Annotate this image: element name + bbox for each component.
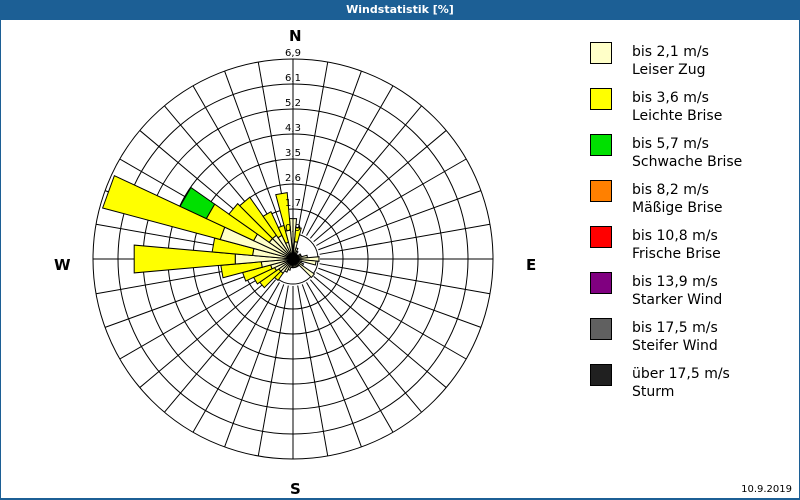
legend-label: Schwache Brise	[632, 154, 743, 170]
legend-range: bis 10,8 m/s	[632, 228, 718, 244]
wind-petal-segment	[238, 196, 278, 240]
legend-range: bis 13,9 m/s	[632, 274, 718, 290]
legend-range: bis 5,7 m/s	[632, 136, 709, 152]
legend-range: über 17,5 m/s	[632, 366, 730, 382]
svg-text:4,3: 4,3	[285, 123, 301, 134]
legend-label: Leichte Brise	[632, 108, 723, 124]
legend-label: Steifer Wind	[632, 338, 718, 354]
svg-text:1,7: 1,7	[285, 198, 301, 209]
svg-text:6,9: 6,9	[285, 48, 301, 59]
svg-text:3,5: 3,5	[285, 148, 301, 159]
legend-swatch	[590, 226, 612, 248]
svg-text:6,1: 6,1	[285, 73, 301, 84]
legend-swatch	[590, 88, 612, 110]
legend-swatch	[590, 272, 612, 294]
legend-label: Sturm	[632, 384, 675, 400]
date-label: 10.9.2019	[741, 484, 792, 495]
legend-swatch	[590, 364, 612, 386]
legend-swatch	[590, 42, 612, 64]
legend-label: Mäßige Brise	[632, 200, 723, 216]
wind-petal-segment	[275, 191, 292, 232]
wind-petal-segment	[292, 258, 316, 279]
compass-north-label: N	[289, 27, 302, 45]
wind-petal-segment	[228, 202, 274, 244]
chart-title: Windstatistik [%]	[0, 0, 800, 20]
legend-range: bis 17,5 m/s	[632, 320, 718, 336]
compass-west-label: W	[54, 256, 71, 274]
compass-east-label: E	[526, 256, 537, 274]
legend-swatch	[590, 134, 612, 156]
svg-text:5,2: 5,2	[285, 98, 301, 109]
wind-petal-segment	[293, 226, 302, 243]
legend-range: bis 2,1 m/s	[632, 44, 709, 60]
wind-petal-segment	[262, 211, 283, 239]
wind-petal-segment	[101, 175, 226, 241]
legend-swatch	[590, 318, 612, 340]
wind-petal-segment	[179, 186, 216, 220]
legend-range: bis 3,6 m/s	[632, 90, 709, 106]
legend-range: bis 8,2 m/s	[632, 182, 709, 198]
svg-text:0,9: 0,9	[285, 223, 301, 234]
legend-label: Frische Brise	[632, 246, 721, 262]
legend-swatch	[590, 180, 612, 202]
compass-south-label: S	[290, 480, 301, 498]
svg-text:2,6: 2,6	[285, 173, 301, 184]
wind-petal-segment	[133, 244, 236, 274]
legend-label: Leiser Zug	[632, 62, 706, 78]
legend-label: Starker Wind	[632, 292, 723, 308]
